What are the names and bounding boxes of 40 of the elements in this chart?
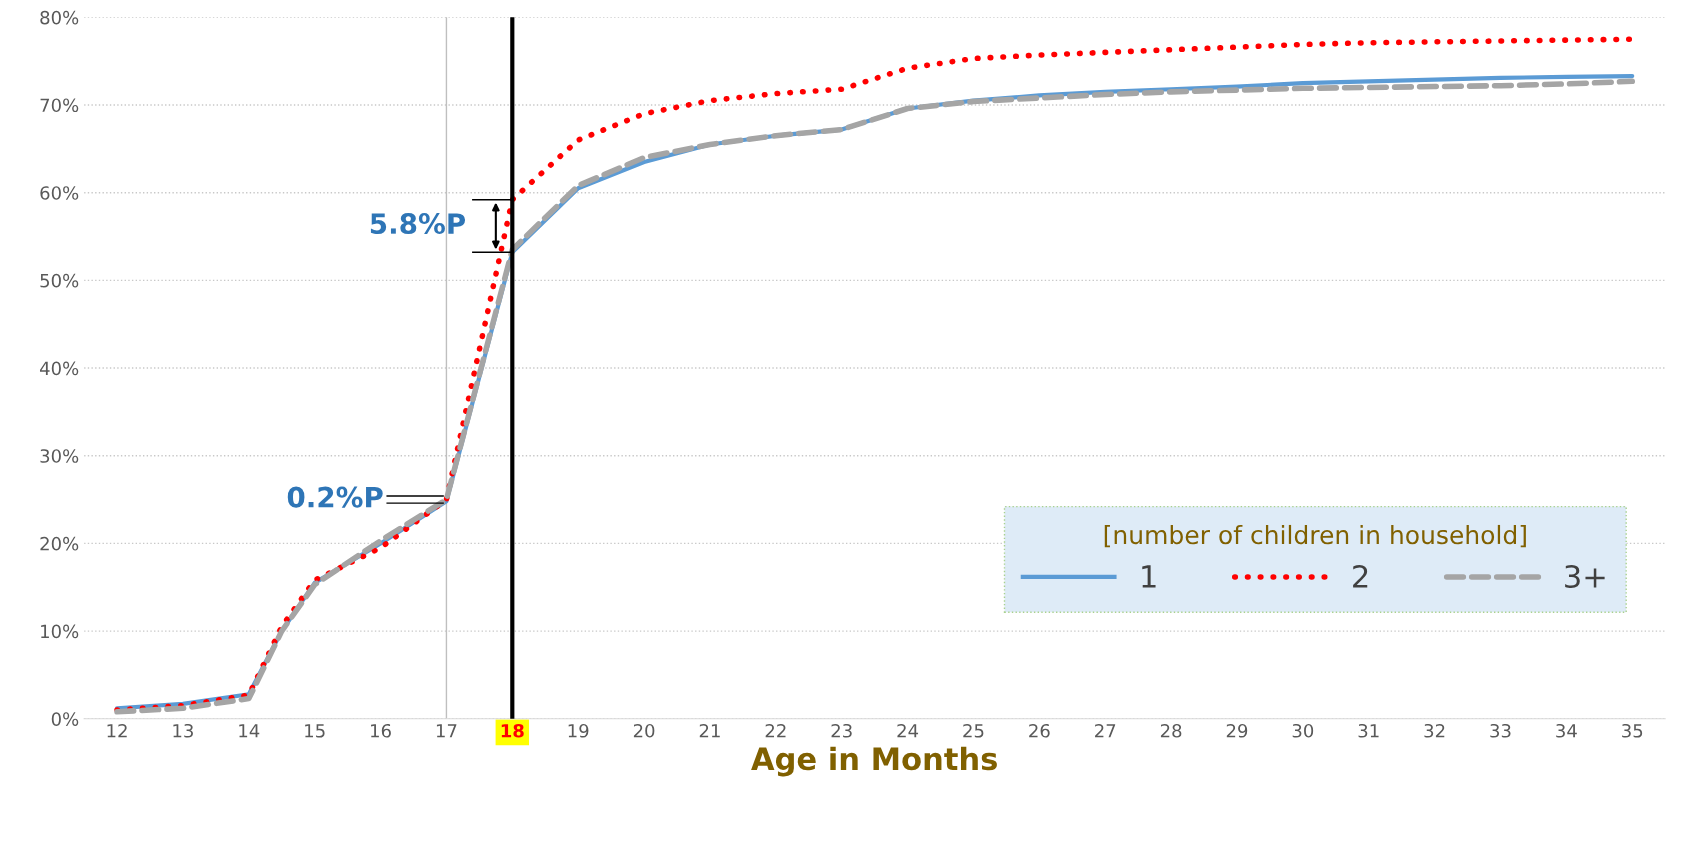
x-tick-label: 33 xyxy=(1490,723,1511,738)
x-tick-label: 32 xyxy=(1424,723,1445,738)
x-tick-label: 34 xyxy=(1556,723,1577,738)
y-tick-label: 80% xyxy=(40,10,79,25)
y-tick-label: 40% xyxy=(39,361,79,376)
y-tick-label: 0% xyxy=(51,712,79,726)
x-tick-label: 29 xyxy=(1226,723,1248,738)
x-tick-label: 18 xyxy=(501,723,524,738)
y-tick-label: 30% xyxy=(40,449,79,463)
x-tick-label: 27 xyxy=(1095,723,1116,738)
legend-label: 2 xyxy=(1353,564,1368,588)
x-axis-title: Age in Months xyxy=(751,746,997,777)
x-tick-label: 23 xyxy=(831,723,852,738)
y-tick-label: 60% xyxy=(40,186,79,200)
x-tick-label: 13 xyxy=(173,723,193,738)
legend-label: 3+ xyxy=(1565,564,1605,589)
x-tick-label: 17 xyxy=(436,724,457,738)
legend-title: [number of children in household] xyxy=(1104,524,1526,548)
annotation: 5.8%P xyxy=(370,213,466,235)
x-tick-label: 31 xyxy=(1358,723,1379,738)
x-tick-label: 21 xyxy=(699,723,720,738)
y-tick-label: 70% xyxy=(40,98,79,113)
x-tick-label: 22 xyxy=(765,723,786,738)
legend-label: 1 xyxy=(1142,565,1156,588)
x-tick-label: 24 xyxy=(897,723,919,738)
x-tick-label: 12 xyxy=(107,723,127,738)
y-tick-label: 20% xyxy=(40,536,79,551)
x-tick-label: 20 xyxy=(633,723,655,738)
x-tick-label: 30 xyxy=(1292,723,1314,738)
x-tick-label: 15 xyxy=(305,724,325,738)
annotation: 0.2%P xyxy=(287,486,383,508)
x-tick-label: 26 xyxy=(1029,723,1050,738)
y-tick-label: 50% xyxy=(40,273,79,288)
x-tick-label: 28 xyxy=(1160,723,1182,738)
y-tick-label: 10% xyxy=(41,624,79,639)
x-tick-label: 16 xyxy=(371,723,391,738)
x-tick-label: 25 xyxy=(963,723,984,738)
x-tick-label: 19 xyxy=(568,723,589,738)
x-tick-label: 14 xyxy=(239,724,260,738)
x-tick-label: 35 xyxy=(1622,723,1643,738)
